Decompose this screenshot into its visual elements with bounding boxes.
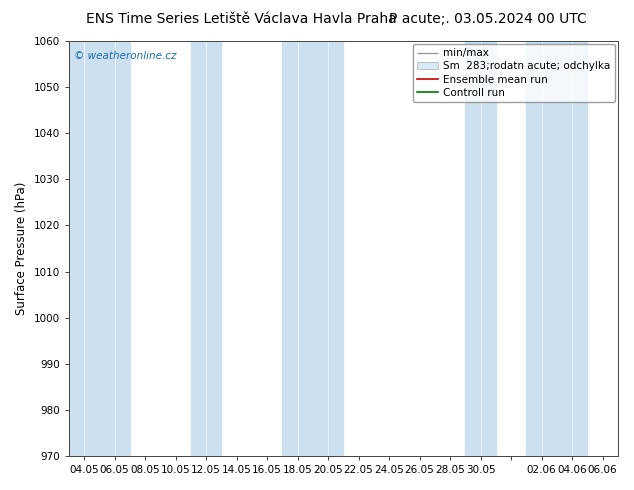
Bar [100, 41, 130, 456]
Bar [313, 41, 344, 456]
Bar [557, 41, 587, 456]
Legend: min/max, Sm  283;rodatn acute; odchylka, Ensemble mean run, Controll run: min/max, Sm 283;rodatn acute; odchylka, … [413, 44, 615, 102]
Bar [282, 41, 313, 456]
Y-axis label: Surface Pressure (hPa): Surface Pressure (hPa) [15, 182, 28, 315]
Text: © weatheronline.cz: © weatheronline.cz [74, 51, 177, 61]
Bar [69, 41, 100, 456]
Bar [465, 41, 496, 456]
Text: ENS Time Series Letiště Václava Havla Praha: ENS Time Series Letiště Václava Havla Pr… [86, 12, 396, 26]
Bar [526, 41, 557, 456]
Bar [191, 41, 221, 456]
Text: P acute;. 03.05.2024 00 UTC: P acute;. 03.05.2024 00 UTC [389, 12, 587, 26]
